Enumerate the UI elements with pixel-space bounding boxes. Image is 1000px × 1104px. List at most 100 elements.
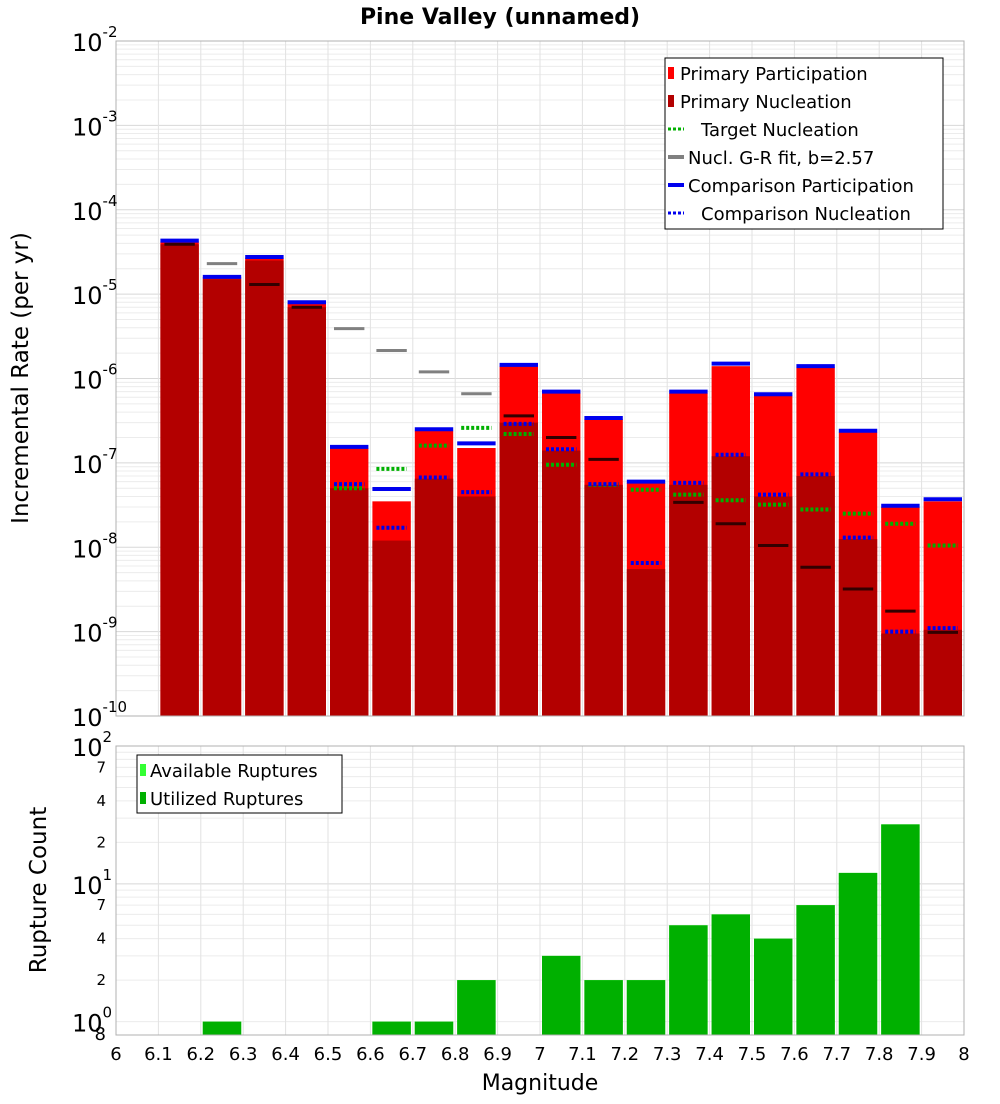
x-tick-label: 6.5 xyxy=(314,1044,343,1065)
top-markers xyxy=(160,238,962,634)
x-tick-label: 7.4 xyxy=(695,1044,724,1065)
legend-swatch xyxy=(140,764,146,776)
x-tick-label: 6.1 xyxy=(144,1044,173,1065)
chart-title: Pine Valley (unnamed) xyxy=(360,5,640,30)
utilized-ruptures-bar xyxy=(754,938,793,1035)
legend-box xyxy=(136,754,343,814)
y-minor-tick-label: 2 xyxy=(96,833,106,851)
y-tick-label: 10-8 xyxy=(72,529,118,563)
x-tick-label: 6.3 xyxy=(229,1044,258,1065)
nucleation-bar xyxy=(711,456,750,716)
nucleation-bar xyxy=(414,478,454,716)
x-tick-label: 7.1 xyxy=(568,1044,597,1065)
top-plot-border xyxy=(115,40,965,717)
legend-label: Comparison Nucleation xyxy=(701,204,911,225)
y-tick-label: 10-5 xyxy=(72,276,118,310)
utilized-ruptures-bar xyxy=(711,914,750,1035)
x-tick-label: 6.9 xyxy=(483,1044,512,1065)
y-minor-tick-label: 7 xyxy=(96,758,106,776)
nucleation-bar xyxy=(881,633,920,716)
top-legend: Primary Participation Primary Nucleation T… xyxy=(664,57,944,230)
utilized-ruptures-bar xyxy=(202,1021,242,1035)
nucleation-bar xyxy=(838,539,878,716)
top-bars xyxy=(160,241,962,717)
nucleation-bar xyxy=(245,260,284,716)
utilized-ruptures-bar xyxy=(796,905,835,1035)
nucleation-bar xyxy=(626,569,666,716)
legend-label: Primary Participation xyxy=(680,64,868,85)
y-tick-label: 10-7 xyxy=(72,445,118,479)
y-minor-tick-label: 7 xyxy=(96,896,106,914)
legend-box xyxy=(664,57,944,230)
bottom-plot-border xyxy=(115,745,965,1036)
legend-label: Target Nucleation xyxy=(700,120,859,141)
legend-label: Nucl. G-R fit, b=2.57 xyxy=(688,148,874,169)
y-minor-tick-label: 4 xyxy=(96,792,106,810)
x-tick-label: 6 xyxy=(110,1044,121,1065)
legend-label: Utilized Ruptures xyxy=(150,789,303,810)
y-tick-label: 10-6 xyxy=(72,361,118,395)
bottom-grid xyxy=(115,745,965,1035)
nucleation-bar xyxy=(542,450,581,716)
y-tick-label: 10-9 xyxy=(72,614,118,648)
y-minor-tick-label: 2 xyxy=(96,971,106,989)
y-tick-label: 100 xyxy=(72,1004,112,1038)
y-tick-label: 101 xyxy=(72,866,112,900)
legend-swatch xyxy=(140,792,146,804)
bottom-legend: Available Ruptures Utilized Ruptures xyxy=(136,754,343,814)
nucleation-bar xyxy=(330,488,369,716)
x-ticks: 6 6.1 6.2 6.3 6.4 6.5 6.6 6.7 6.8 6.9 7 7.1 7.2 7.3 7.… xyxy=(110,1044,969,1065)
x-tick-label: 7.5 xyxy=(738,1044,767,1065)
utilized-ruptures-bar xyxy=(584,980,623,1035)
legend-swatch xyxy=(668,67,674,79)
nucleation-bar xyxy=(923,629,962,716)
x-tick-label: 7.3 xyxy=(653,1044,682,1065)
legend-swatch xyxy=(668,95,674,107)
bottom-bars xyxy=(202,824,920,1035)
y-tick-label: 10-10 xyxy=(72,698,127,732)
bottom-y-ticks: 102 101 100 7 7 4 4 2 2 8 xyxy=(72,728,112,1045)
y-tick-label: 10-4 xyxy=(72,192,118,226)
utilized-ruptures-bar xyxy=(881,824,920,1035)
nucleation-bar xyxy=(287,307,326,716)
x-tick-label: 6.4 xyxy=(271,1044,300,1065)
utilized-ruptures-bar xyxy=(372,1021,411,1035)
nucleation-bar xyxy=(202,279,242,716)
utilized-ruptures-bar xyxy=(626,980,666,1035)
nucleation-bar xyxy=(499,422,538,716)
legend-label: Primary Nucleation xyxy=(680,92,852,113)
top-y-ticks: 10-10 10-9 10-8 10-7 10-6 10-5 10-4 10-3 10-2 xyxy=(72,23,127,732)
x-tick-label: 6.8 xyxy=(441,1044,470,1065)
top-y-axis-label: Incremental Rate (per yr) xyxy=(8,232,34,524)
nucleation-bar xyxy=(457,496,496,716)
legend-label: Available Ruptures xyxy=(150,761,318,782)
legend-label: Comparison Participation xyxy=(688,176,914,197)
utilized-ruptures-bar xyxy=(457,980,496,1035)
x-tick-label: 8 xyxy=(958,1044,969,1065)
x-tick-label: 7.9 xyxy=(907,1044,936,1065)
x-tick-label: 6.2 xyxy=(186,1044,215,1065)
nucleation-bar xyxy=(160,244,199,717)
x-tick-label: 7.2 xyxy=(610,1044,639,1065)
y-minor-tick-label: 4 xyxy=(96,930,106,948)
utilized-ruptures-bar xyxy=(542,955,581,1035)
x-tick-label: 7.7 xyxy=(822,1044,851,1065)
utilized-ruptures-bar xyxy=(838,872,878,1035)
nucleation-bar xyxy=(372,540,411,716)
x-tick-label: 6.6 xyxy=(356,1044,385,1065)
y-tick-label: 10-3 xyxy=(72,107,118,141)
bottom-y-axis-label: Rupture Count xyxy=(26,807,52,973)
x-tick-label: 7 xyxy=(534,1044,545,1065)
utilized-ruptures-bar xyxy=(669,925,708,1035)
y-tick-label: 10-2 xyxy=(72,23,118,57)
nucleation-bar xyxy=(754,496,793,716)
y-tick-label: 102 xyxy=(72,728,112,762)
y-minor-tick-label: 8 xyxy=(95,1024,106,1045)
x-tick-label: 7.6 xyxy=(780,1044,809,1065)
x-tick-label: 6.7 xyxy=(398,1044,427,1065)
x-tick-label: 7.8 xyxy=(865,1044,894,1065)
utilized-ruptures-bar xyxy=(414,1021,454,1035)
nucleation-bar xyxy=(669,484,708,716)
